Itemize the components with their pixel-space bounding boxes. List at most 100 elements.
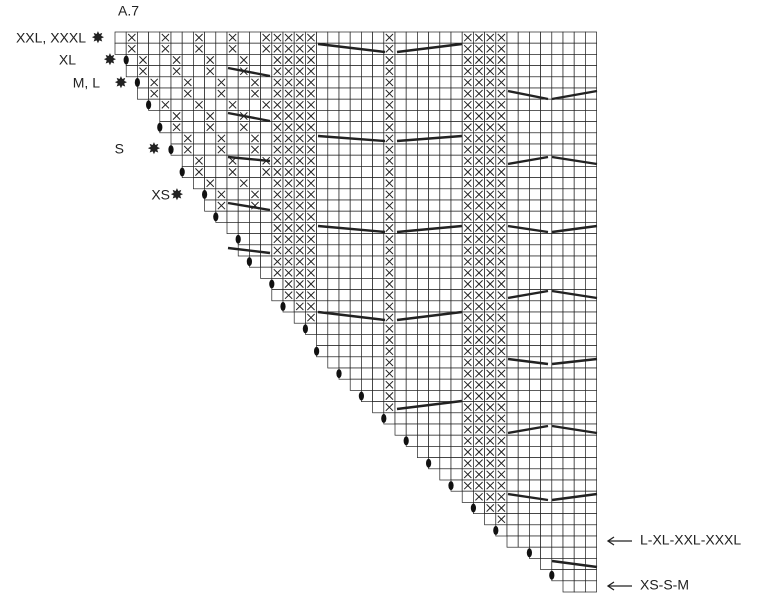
cell (394, 289, 407, 302)
cell (506, 322, 519, 335)
cell (540, 210, 553, 223)
cell (585, 177, 597, 190)
cell (428, 188, 441, 201)
cross (497, 246, 506, 255)
cell (372, 278, 385, 290)
cell (215, 65, 228, 78)
cell (551, 188, 564, 201)
cell (394, 54, 407, 66)
cross (475, 168, 483, 176)
cell (529, 98, 541, 111)
cell (361, 121, 373, 134)
cell (361, 110, 373, 122)
cross (385, 44, 394, 53)
cell (551, 468, 564, 481)
cell (372, 401, 385, 414)
cross (295, 246, 304, 255)
cell (506, 479, 519, 492)
cell (439, 233, 452, 246)
cell (372, 177, 385, 190)
cell (338, 110, 351, 122)
cell (540, 54, 553, 66)
cell (540, 558, 553, 570)
cross (195, 100, 203, 109)
oval (314, 346, 320, 356)
cell (316, 31, 329, 44)
cell (529, 132, 541, 145)
cell (517, 188, 530, 201)
cell (417, 199, 429, 212)
cell (540, 479, 553, 492)
cell (529, 479, 541, 492)
cell (181, 31, 194, 44)
cell (249, 42, 261, 55)
cell (372, 244, 385, 257)
cross (284, 168, 293, 176)
cell (573, 31, 586, 44)
cell (439, 300, 452, 313)
cross (284, 67, 293, 76)
cross (486, 436, 495, 445)
cell (585, 322, 597, 335)
cross (172, 123, 181, 132)
cross (385, 156, 394, 165)
cell (517, 479, 530, 492)
cross (463, 425, 472, 434)
cell (361, 334, 373, 346)
cell (585, 446, 597, 458)
cell (237, 76, 250, 89)
cross (475, 291, 483, 300)
oval (381, 413, 387, 423)
cell (193, 76, 205, 89)
cell (585, 524, 597, 537)
cell (327, 76, 340, 89)
cross (127, 33, 136, 42)
oval (123, 55, 129, 65)
cell (585, 98, 597, 111)
cell (529, 524, 541, 537)
cell (226, 87, 239, 100)
cell (450, 334, 463, 346)
cross (475, 56, 483, 64)
cell (562, 513, 575, 526)
cross (195, 156, 203, 165)
cross (475, 392, 483, 400)
cross (486, 201, 495, 210)
cross (475, 100, 483, 109)
cell (428, 412, 441, 425)
cross (463, 347, 472, 356)
cell (417, 289, 429, 302)
cross (273, 78, 282, 87)
cell (450, 300, 463, 313)
cross (195, 44, 203, 53)
cell (372, 345, 385, 358)
cell (517, 177, 530, 190)
cell (450, 446, 463, 458)
cross (486, 123, 495, 132)
cell (573, 132, 586, 145)
cell (517, 255, 530, 268)
cross (497, 67, 506, 76)
size-label: M, L (73, 75, 100, 91)
cell (361, 289, 373, 302)
cell (349, 177, 362, 190)
cross (475, 212, 483, 221)
cross (475, 33, 483, 42)
cross (217, 201, 226, 210)
cell (506, 401, 519, 414)
cross (463, 313, 472, 322)
cell (361, 210, 373, 223)
cell (573, 378, 586, 391)
cell (562, 278, 575, 290)
cell (540, 546, 553, 559)
cell (394, 255, 407, 268)
cross (463, 156, 472, 165)
cell (540, 177, 553, 190)
cross (385, 336, 394, 344)
cell (517, 322, 530, 335)
cross (475, 448, 483, 456)
cell (450, 367, 463, 380)
cross (486, 414, 495, 423)
cell (361, 356, 373, 369)
cross (463, 302, 472, 311)
